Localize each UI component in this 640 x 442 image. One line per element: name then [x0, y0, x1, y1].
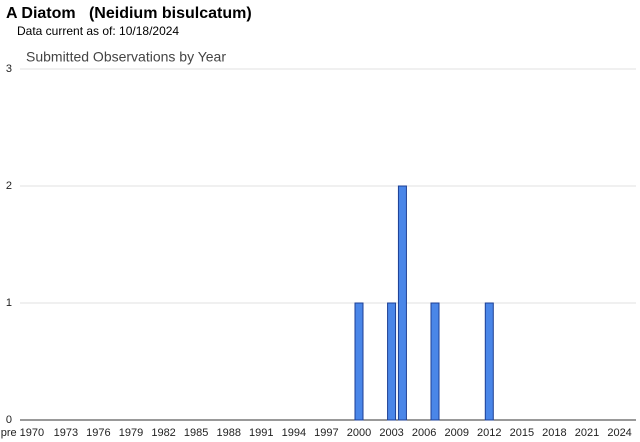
header: A Diatom (Neidium bisulcatum) Data curre… — [6, 5, 252, 38]
x-tick-label: 2003 — [379, 427, 403, 439]
x-tick-label: pre 1970 — [1, 427, 44, 439]
bar — [397, 185, 407, 421]
x-tick-label: 1976 — [86, 427, 110, 439]
x-tick-label: 1973 — [54, 427, 78, 439]
bar — [430, 302, 440, 421]
page-title: A Diatom (Neidium bisulcatum) — [6, 5, 252, 22]
x-tick-label: 1994 — [282, 427, 306, 439]
x-tick-label: 1979 — [119, 427, 143, 439]
x-tick-label: 1991 — [249, 427, 273, 439]
chart-title: Submitted Observations by Year — [26, 49, 226, 65]
x-tick-label: 2006 — [412, 427, 436, 439]
y-tick-label: 2 — [6, 180, 12, 192]
x-tick-label: 2024 — [607, 427, 631, 439]
x-tick-label: 2021 — [575, 427, 599, 439]
x-tick-label: 2018 — [542, 427, 566, 439]
x-tick-label: 2009 — [444, 427, 468, 439]
x-tick-label: 2012 — [477, 427, 501, 439]
page-subtitle: Data current as of: 10/18/2024 — [17, 24, 180, 38]
x-tick-label: 1997 — [314, 427, 338, 439]
x-tick-label: 1982 — [151, 427, 175, 439]
bar — [354, 302, 364, 421]
bar — [484, 302, 494, 421]
x-tick-label: 1985 — [184, 427, 208, 439]
y-tick-label: 3 — [6, 63, 12, 75]
y-tick-label: 1 — [6, 297, 12, 309]
bar — [387, 302, 397, 421]
x-tick-label: 2015 — [510, 427, 534, 439]
x-tick-label: 2000 — [347, 427, 371, 439]
x-tick-label: 1988 — [216, 427, 240, 439]
y-tick-label: 0 — [6, 414, 12, 426]
